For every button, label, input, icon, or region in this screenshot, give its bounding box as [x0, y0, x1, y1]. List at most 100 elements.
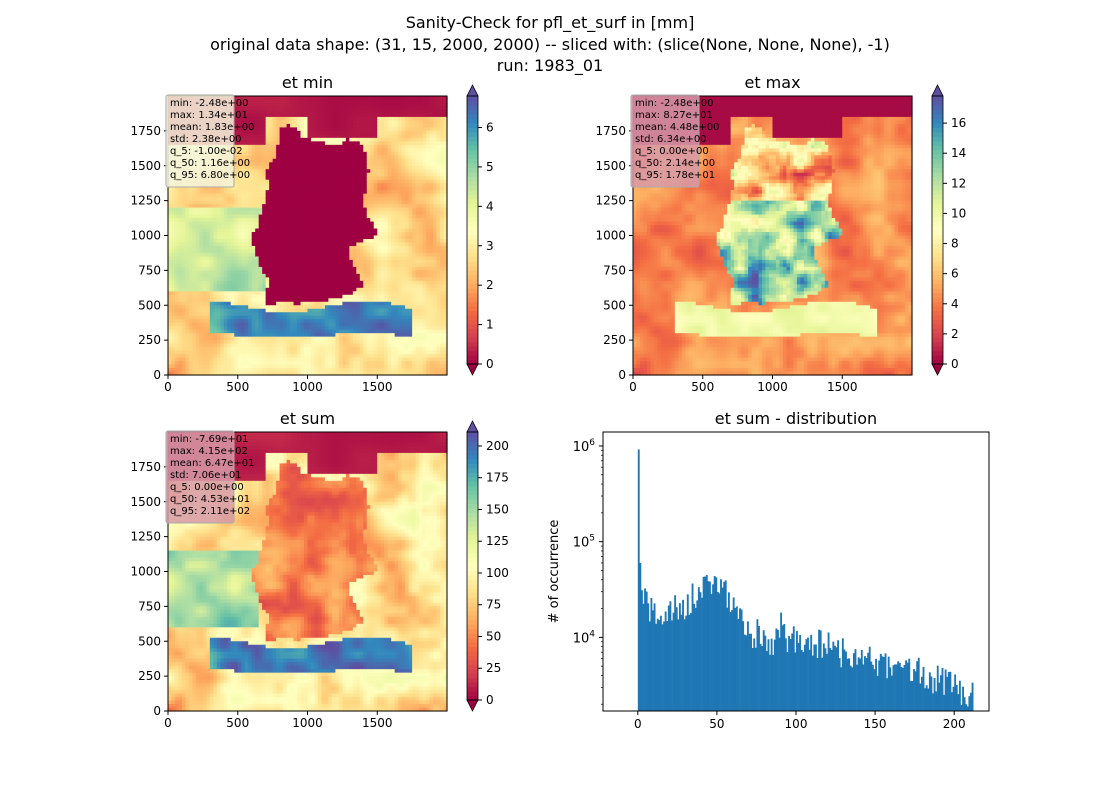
heatmap-cell — [342, 249, 347, 254]
heatmap-cell — [192, 211, 197, 216]
heatmap-cell — [255, 218, 260, 223]
heatmap-cell — [377, 277, 382, 282]
heatmap-cell — [220, 266, 225, 271]
heatmap-cell — [286, 162, 291, 167]
heatmap-cell — [314, 245, 319, 251]
heatmap-cell — [213, 287, 218, 292]
heatmap-cell — [300, 287, 305, 292]
heatmap-cell — [220, 186, 225, 191]
heatmap-cell — [265, 113, 270, 118]
heatmap-cell — [297, 312, 302, 317]
heatmap-cell — [310, 242, 316, 247]
heatmap-cell — [359, 123, 364, 128]
heatmap-cell — [328, 165, 333, 170]
heatmap-cell — [352, 266, 357, 271]
heatmap-cell — [199, 225, 204, 230]
heatmap-cell — [304, 218, 309, 223]
heatmap-cell — [366, 123, 371, 128]
heatmap-cell — [181, 214, 187, 219]
heatmap-cell — [248, 312, 253, 317]
heatmap-cell — [220, 294, 225, 299]
heatmap-cell — [293, 116, 298, 122]
heatmap-cell — [317, 238, 323, 244]
heatmap-cell — [377, 99, 382, 104]
heatmap-cell — [206, 249, 211, 254]
heatmap-cell — [297, 319, 302, 324]
heatmap-cell — [255, 347, 260, 352]
heatmap-cell — [359, 340, 364, 345]
heatmap-cell — [366, 200, 371, 205]
heatmap-cell — [297, 301, 302, 306]
heatmap-cell — [359, 144, 364, 149]
heatmap-cell — [168, 308, 173, 313]
heatmap-cell — [276, 200, 281, 205]
heatmap-cell — [178, 232, 183, 237]
heatmap-cell — [290, 371, 295, 376]
heatmap-cell — [377, 350, 382, 355]
heatmap-cell — [373, 211, 378, 216]
heatmap-cell — [234, 183, 239, 188]
heatmap-cell — [286, 333, 291, 338]
heatmap-cell — [352, 221, 357, 226]
heatmap-cell — [349, 242, 354, 247]
heatmap-cell — [248, 298, 253, 303]
heatmap-cell — [202, 305, 207, 310]
heatmap-cell — [359, 294, 364, 299]
heatmap-cell — [370, 347, 375, 352]
heatmap-cell — [307, 148, 312, 153]
heatmap-cell — [377, 193, 382, 198]
heatmap-cell — [199, 218, 204, 223]
heatmap-cell — [174, 235, 180, 240]
heatmap-cell — [352, 193, 357, 198]
heatmap-cell — [377, 294, 382, 299]
heatmap-cell — [286, 176, 291, 181]
heatmap-cell — [297, 238, 302, 244]
heatmap-cell — [324, 120, 330, 125]
heatmap-cell — [283, 144, 288, 149]
heatmap-cell — [293, 183, 298, 188]
heatmap-cell — [370, 368, 375, 373]
heatmap-cell — [234, 291, 239, 296]
heatmap-cell — [290, 179, 295, 184]
heatmap-cell — [342, 116, 347, 122]
heatmap-cell — [237, 252, 242, 258]
heatmap-cell — [255, 102, 260, 108]
heatmap-cell — [244, 357, 249, 362]
heatmap-cell — [304, 361, 309, 366]
heatmap-cell — [331, 232, 336, 237]
heatmap-cell — [216, 270, 221, 275]
heatmap-cell — [363, 172, 368, 177]
heatmap-cell — [272, 238, 277, 244]
heatmap-cell — [251, 284, 256, 289]
heatmap-cell — [338, 232, 343, 237]
heatmap-cell — [216, 252, 221, 258]
heatmap-cell — [328, 197, 333, 202]
heatmap-cell — [185, 221, 190, 226]
heatmap-cell — [331, 329, 336, 334]
heatmap-cell — [230, 343, 235, 348]
heatmap-cell — [237, 151, 242, 156]
heatmap-cell — [321, 252, 326, 258]
heatmap-cell — [227, 252, 232, 258]
heatmap-cell — [331, 354, 336, 359]
heatmap-cell — [220, 190, 225, 195]
heatmap-cell — [352, 141, 357, 146]
heatmap-cell — [168, 211, 173, 216]
heatmap-cell — [363, 333, 368, 338]
heatmap-cell — [304, 329, 309, 334]
heatmap-cell — [276, 294, 281, 299]
heatmap-cell — [304, 228, 309, 233]
heatmap-cell — [359, 172, 364, 177]
heatmap-cell — [258, 315, 263, 320]
heatmap-cell — [202, 333, 207, 338]
heatmap-cell — [310, 207, 316, 212]
heatmap-cell — [181, 350, 187, 355]
heatmap-cell — [206, 305, 211, 310]
heatmap-cell — [321, 305, 326, 310]
heatmap-cell — [342, 312, 347, 317]
heatmap-cell — [314, 298, 319, 303]
heatmap-cell — [342, 165, 347, 170]
heatmap-cell — [255, 190, 260, 195]
heatmap-cell — [356, 368, 361, 373]
heatmap-cell — [373, 291, 378, 296]
